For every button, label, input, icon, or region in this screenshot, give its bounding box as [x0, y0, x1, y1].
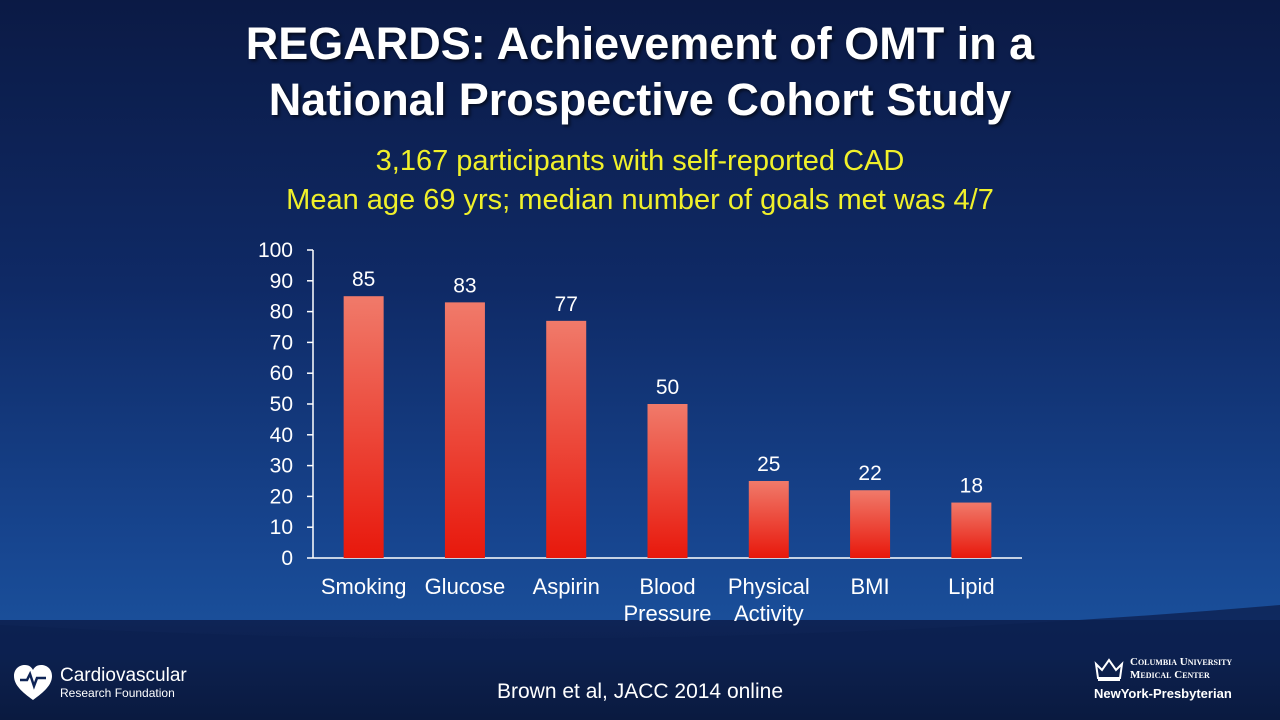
bar — [343, 296, 384, 558]
y-tick-label: 20 — [270, 485, 293, 508]
bar — [546, 320, 587, 558]
y-tick-label: 90 — [270, 270, 293, 293]
subtitle-line-1: 3,167 participants with self-reported CA… — [375, 145, 905, 177]
citation: Brown et al, JACC 2014 online — [497, 680, 783, 703]
bar — [850, 490, 891, 558]
cumc-line2: Medical Center — [1130, 669, 1210, 681]
crf-logo-line2: Research Foundation — [60, 686, 175, 700]
crf-logo-line1: Cardiovascular — [60, 665, 187, 686]
y-tick-label: 60 — [270, 362, 293, 385]
crown-icon — [1094, 658, 1124, 681]
footer-curve — [0, 605, 1280, 660]
x-tick-label: Smoking — [321, 574, 407, 599]
x-tick-label: Physical — [728, 574, 810, 599]
bar-value-label: 77 — [555, 293, 578, 316]
bar-value-label: 22 — [858, 462, 881, 485]
title-line-2: National Prospective Cohort Study — [268, 74, 1012, 125]
y-tick-label: 70 — [270, 331, 293, 354]
x-tick-label: Aspirin — [533, 574, 600, 599]
bar-chart: 0 10 20 30 40 50 60 70 80 90 100 85 Smoking 83 Glucose… — [258, 239, 994, 626]
bar — [647, 404, 688, 558]
bar — [444, 302, 485, 558]
y-tick-label: 10 — [270, 516, 293, 539]
bar — [748, 481, 789, 558]
y-tick-label: 100 — [258, 239, 293, 262]
bar-value-label: 85 — [352, 268, 375, 291]
y-tick-label: 80 — [270, 301, 293, 324]
heart-icon — [14, 665, 52, 700]
x-tick-label: Activity — [734, 601, 804, 626]
y-tick-label: 30 — [270, 455, 293, 478]
x-tick-label: Glucose — [425, 574, 506, 599]
bar-value-label: 25 — [757, 453, 780, 476]
x-tick-label: Pressure — [623, 601, 711, 626]
y-tick-label: 40 — [270, 424, 293, 447]
cumc-line1: Columbia University — [1130, 656, 1233, 668]
bar-value-label: 18 — [960, 475, 983, 498]
bar-value-label: 50 — [656, 376, 679, 399]
subtitle-line-2: Mean age 69 yrs; median number of goals … — [286, 184, 994, 216]
bar-value-label: 83 — [453, 274, 476, 297]
crf-logo: Cardiovascular Research Foundation — [12, 664, 187, 702]
slide-title: REGARDS: Achievement of OMT in a Nationa… — [0, 16, 1280, 128]
y-tick-label: 0 — [281, 547, 293, 570]
x-tick-label: BMI — [851, 574, 890, 599]
x-tick-label: Blood — [639, 574, 695, 599]
cumc-logo: Columbia University Medical Center NewYo… — [1094, 656, 1274, 701]
x-tick-label: Lipid — [948, 574, 994, 599]
bar — [951, 502, 992, 558]
title-line-1: REGARDS: Achievement of OMT in a — [245, 18, 1035, 69]
y-tick-label: 50 — [270, 393, 293, 416]
slide-subtitle: 3,167 participants with self-reported CA… — [0, 142, 1280, 220]
nyp-label: NewYork-Presbyterian — [1094, 686, 1232, 701]
